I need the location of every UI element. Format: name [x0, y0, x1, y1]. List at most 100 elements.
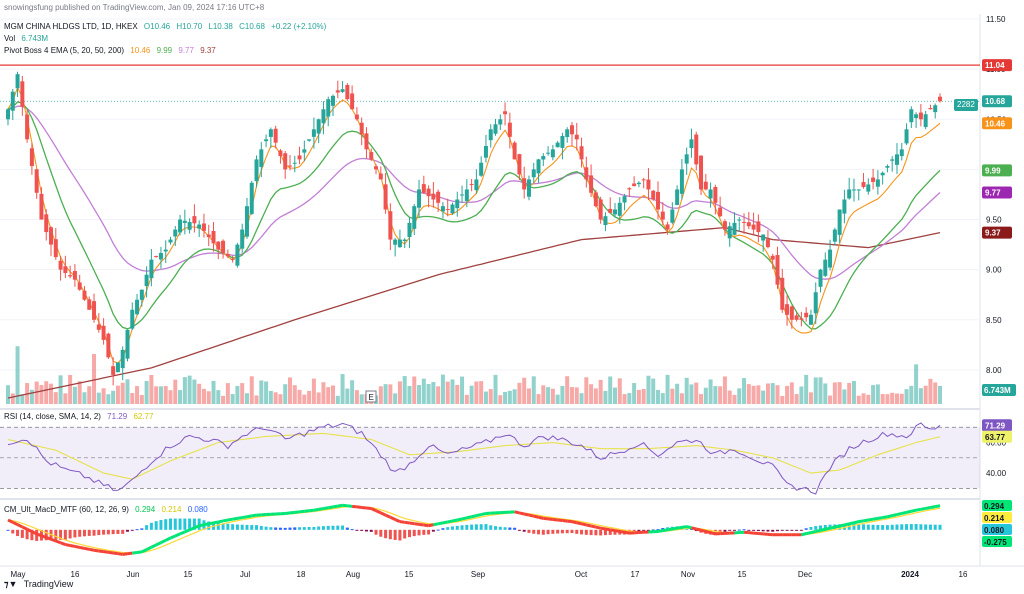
macd-line-segment [705, 530, 711, 535]
macd-line-segment [533, 514, 539, 519]
candle-body [273, 128, 278, 143]
macd-histogram-bar [508, 527, 512, 530]
macd-line-segment [366, 506, 372, 511]
macd-line-segment [585, 523, 592, 528]
volume-bar [335, 395, 340, 404]
candle-body [412, 206, 417, 229]
time-tick-label: Oct [575, 570, 588, 579]
candle-body [646, 179, 651, 190]
macd-histogram-bar [145, 525, 149, 530]
open-value: O10.46 [143, 22, 171, 31]
tradingview-footer[interactable]: ⁊▼ TradingView [4, 579, 77, 590]
macd-histogram-bar [646, 529, 650, 531]
macd-line-segment [16, 523, 23, 529]
candle-body [25, 114, 30, 140]
volume-bar [455, 384, 460, 404]
ema-legend[interactable]: Pivot Boss 4 EMA (5, 20, 50, 200) 10.46 … [4, 46, 220, 55]
candle-body [374, 166, 379, 170]
macd-line-segment [169, 534, 176, 540]
candle-body [464, 189, 469, 202]
macd-histogram-bar [584, 529, 588, 535]
volume-bar [450, 379, 455, 404]
macd-hist-value: 0.080 [187, 505, 208, 514]
candle-body [923, 114, 928, 128]
macd-histogram-bar [16, 529, 20, 537]
candle-body [498, 119, 503, 125]
volume-legend[interactable]: Vol 6.743M [4, 34, 52, 43]
macd-line-segment [456, 517, 463, 522]
macd-histogram-bar [737, 529, 741, 531]
macd-legend[interactable]: CM_Ult_MacD_MTF (60, 12, 26, 9) 0.294 0.… [4, 505, 212, 514]
volume-bar [847, 382, 852, 404]
macd-line-segment [868, 517, 874, 522]
volume-bar [96, 392, 101, 404]
macd-line-segment [676, 525, 683, 530]
candle-body [593, 192, 598, 207]
macd-axis-tag-text: 0.214 [984, 514, 1005, 523]
volume-bar [474, 381, 479, 404]
volume-bar [603, 390, 608, 404]
macd-line-segment [824, 526, 831, 531]
volume-bar [507, 390, 512, 404]
rsi-line [7, 422, 941, 495]
macd-line-segment [600, 526, 606, 531]
macd-histogram-bar [231, 524, 235, 530]
macd-line-segment [60, 541, 66, 546]
candle-body [856, 189, 861, 191]
macd-line-segment [562, 519, 568, 523]
macd-line-segment [136, 550, 143, 555]
macd-line-segment [285, 511, 291, 515]
volume-bar [612, 387, 617, 404]
candle-body [636, 182, 641, 185]
volume-bar [130, 393, 135, 404]
macd-histogram-bar [235, 524, 239, 530]
candle-body [225, 254, 230, 257]
volume-bar [651, 378, 656, 404]
volume-bar [622, 394, 627, 404]
macd-line-segment [466, 515, 472, 520]
macd-axis-tag-text: 0.080 [984, 526, 1005, 535]
price-axis-tag [982, 186, 1012, 199]
symbol-title[interactable]: MGM CHINA HLDGS LTD, 1D, HKEX [4, 22, 138, 31]
candle-body [727, 226, 732, 239]
candle-body [842, 199, 847, 214]
macd-histogram-bar [59, 529, 63, 540]
volume-bar [178, 390, 183, 404]
macd-histogram-bar [82, 529, 86, 537]
volume-axis-tag [982, 384, 1016, 396]
macd-histogram-bar [216, 523, 220, 530]
macd-histogram-bar [560, 529, 564, 534]
candle-body [244, 206, 249, 237]
candle-body [531, 169, 536, 178]
candle-body [163, 249, 168, 252]
macd-histogram-bar [173, 518, 177, 530]
volume-bar [894, 393, 899, 404]
macd-line-segment [50, 537, 57, 543]
macd-histogram-bar [503, 527, 507, 530]
candle-body [149, 259, 154, 279]
candle-body [703, 181, 708, 190]
candle-body [670, 209, 675, 223]
candle-body [493, 124, 498, 134]
macd-line-segment [695, 527, 702, 532]
candle-body [39, 193, 44, 220]
macd-line-segment [595, 525, 601, 530]
macd-line-segment [394, 518, 401, 524]
volume-bar [928, 378, 933, 404]
macd-line-segment [887, 514, 893, 519]
volume-bar [421, 378, 426, 404]
volume-bar [316, 392, 321, 404]
macd-histogram-bar [154, 521, 158, 530]
volume-bar [526, 388, 531, 404]
candle-body [44, 214, 49, 233]
macd-line-segment [590, 524, 597, 529]
macd-line-segment [910, 508, 917, 513]
volume-bar [670, 388, 675, 404]
candle-body [436, 191, 441, 203]
candle-body [603, 216, 608, 226]
rsi-legend[interactable]: RSI (14, close, SMA, 14, 2) 71.29 62.77 [4, 412, 157, 421]
volume-bar [192, 379, 197, 404]
macd-line-segment [313, 507, 319, 512]
candle-body [851, 189, 856, 191]
